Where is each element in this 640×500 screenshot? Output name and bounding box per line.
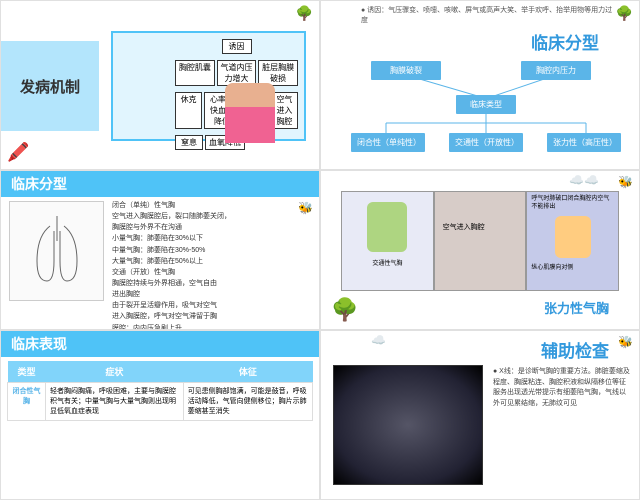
text-line: 交通（开放）性气胸 [112, 268, 311, 278]
note-text: ● 诱因：气压骤变、喷嚏、咳嗽、屏气或高声大笑、举手欢呼、抬举用物等用力过度 [361, 5, 619, 25]
title-stripe: 临床分型 [1, 171, 319, 197]
slide-clinical-types-text: 临床分型 🐝 闭合（单纯）性气胸 空气进入胸膜腔后，裂口随肺萎关闭， 胸膜腔与外… [0, 170, 320, 330]
flow-node: 胸腔肌囊 [175, 60, 215, 86]
node-rupture: 胸膜破裂 [371, 61, 441, 80]
flow-node: 休克 [175, 92, 202, 129]
bullet-text: ● X线：是诊断气胸的重要方法。肺脏萎缩及程度、胸膜粘连、胸腔积液和纵隔移位等征… [493, 367, 631, 409]
panel-text-bot: 纵心肌膜向对侧 [531, 262, 614, 271]
node-pressure: 胸腔内压力 [521, 61, 591, 80]
slide-title: 辅助检查 [541, 337, 609, 362]
cell-sign: 可见患侧胸部饱满，可能是鼓音，呼吸活动降低，气管向健侧移位；胸片示肺萎缩甚至消失 [183, 383, 312, 421]
text-line: 闭合（单纯）性气胸 [112, 201, 311, 211]
cell-type: 闭合性气胸 [8, 383, 46, 421]
signs-table: 类型 症状 体征 闭合性气胸 轻者胸闷胸痛，呼吸困难，主要与胸膜腔积气有关；中量… [7, 361, 313, 421]
node-closed: 闭合性（单纯性） [351, 133, 425, 152]
caption: 张力性气胸 [544, 298, 609, 317]
xray-image [333, 365, 483, 485]
text-line: 大量气胸：肺萎陷在50%以上 [112, 257, 311, 267]
text-line: 由于裂开呈活瓣作用，吸气对空气 [112, 301, 311, 311]
cloud-icon: ☁️ [371, 333, 386, 347]
bee-icon: 🐝 [618, 335, 633, 349]
text-line: 胸膜腔持续与外界相通，空气自由 [112, 279, 311, 289]
title-band: 发病机制 [1, 41, 99, 131]
col-symptom: 症状 [46, 361, 184, 383]
text-line: 中量气胸：肺萎陷在30%-50% [112, 246, 311, 256]
tree-icon: 🌳 [331, 297, 358, 323]
cloud-icon: ☁️☁️ [569, 173, 599, 187]
slide-title: 临床分型 [11, 174, 67, 194]
title-stripe: 临床表现 [1, 331, 319, 357]
node-center: 临床类型 [456, 95, 516, 114]
node-tension: 张力性（高压性） [547, 133, 621, 152]
text-line: 进出胸腔 [112, 290, 311, 300]
panel-left: 交通性气胸 [341, 191, 434, 291]
pencil-cup-icon: 🖍️ [7, 142, 29, 163]
panel-mid: 空气进入胸腔 [434, 191, 527, 291]
lung-graphic [367, 202, 407, 252]
col-sign: 体征 [183, 361, 312, 383]
flow-top: 诱因 [222, 39, 252, 54]
lung-graphic [555, 216, 591, 258]
panel-label: 交通性气胸 [346, 258, 429, 267]
tree-icon: 🌳 [296, 5, 313, 22]
slide-title: 临床表现 [11, 334, 67, 354]
slide-clinical-types-chart: 🌳 ● 诱因：气压骤变、喷嚏、咳嗽、屏气或高声大笑、举手欢呼、抬举用物等用力过度… [320, 0, 640, 170]
slide-clinical-signs: 临床表现 🐝 类型 症状 体征 闭合性气胸 轻者胸闷胸痛，呼吸困难，主要与胸膜腔… [0, 330, 320, 500]
node-open: 交通性（开放性） [449, 133, 523, 152]
content-row: 闭合（单纯）性气胸 空气进入胸膜腔后，裂口随肺萎关闭， 胸膜腔与外界不在沟通 小… [9, 201, 311, 330]
text-line: 空气进入胸膜腔后，裂口随肺萎关闭， [112, 212, 311, 222]
cell-symptom: 轻者胸闷胸痛，呼吸困难，主要与胸膜腔积气有关；中量气胸与大量气胸则出现明显低氧血… [46, 383, 184, 421]
flow-diagram: 诱因 胸腔肌囊 气道内压力增大 脏层胸膜破损 休克 心率加快血压降低 压迫心肺 … [111, 31, 306, 141]
image-band: 交通性气胸 空气进入胸腔 呼气时肺破口闭合胸腔内空气不能排出 纵心肌膜向对侧 [341, 191, 619, 291]
lung-diagram [9, 201, 104, 301]
slide-aux-exam: ☁️ 🐝 辅助检查 ● X线：是诊断气胸的重要方法。肺脏萎缩及程度、胸膜粘连、胸… [320, 330, 640, 500]
text-line: 胸膜腔与外界不在沟通 [112, 223, 311, 233]
type-flowchart: 胸膜破裂 胸腔内压力 临床类型 闭合性（单纯性） 交通性（开放性） 张力性（高压… [351, 57, 619, 161]
text-line: 进入胸膜腔，呼气对空气滞留于胸 [112, 312, 311, 322]
slide-title: 临床分型 [531, 29, 599, 54]
text-column: 闭合（单纯）性气胸 空气进入胸膜腔后，裂口随肺萎关闭， 胸膜腔与外界不在沟通 小… [112, 201, 311, 330]
slide-title: 发病机制 [20, 76, 80, 97]
table-row: 闭合性气胸 轻者胸闷胸痛，呼吸困难，主要与胸膜腔积气有关；中量气胸与大量气胸则出… [8, 383, 313, 421]
anatomy-image [225, 83, 275, 143]
col-type: 类型 [8, 361, 46, 383]
panel-right: 呼气时肺破口闭合胸腔内空气不能排出 纵心肌膜向对侧 [526, 191, 619, 291]
panel-text-top: 呼气时肺破口闭合胸腔内空气不能排出 [531, 196, 614, 212]
panel-text: 空气进入胸腔 [443, 222, 485, 232]
slide-pathogenesis: 🌳 发病机制 诱因 胸腔肌囊 气道内压力增大 脏层胸膜破损 休克 心率加快血压降… [0, 0, 320, 170]
table-header-row: 类型 症状 体征 [8, 361, 313, 383]
bee-icon: 🐝 [618, 175, 633, 189]
flow-node: 窒息 [175, 135, 203, 150]
text-line: 小量气胸：肺萎陷在30%以下 [112, 234, 311, 244]
slide-tension-pneumothorax: ☁️☁️ 🐝 交通性气胸 空气进入胸腔 呼气时肺破口闭合胸腔内空气不能排出 纵心… [320, 170, 640, 330]
